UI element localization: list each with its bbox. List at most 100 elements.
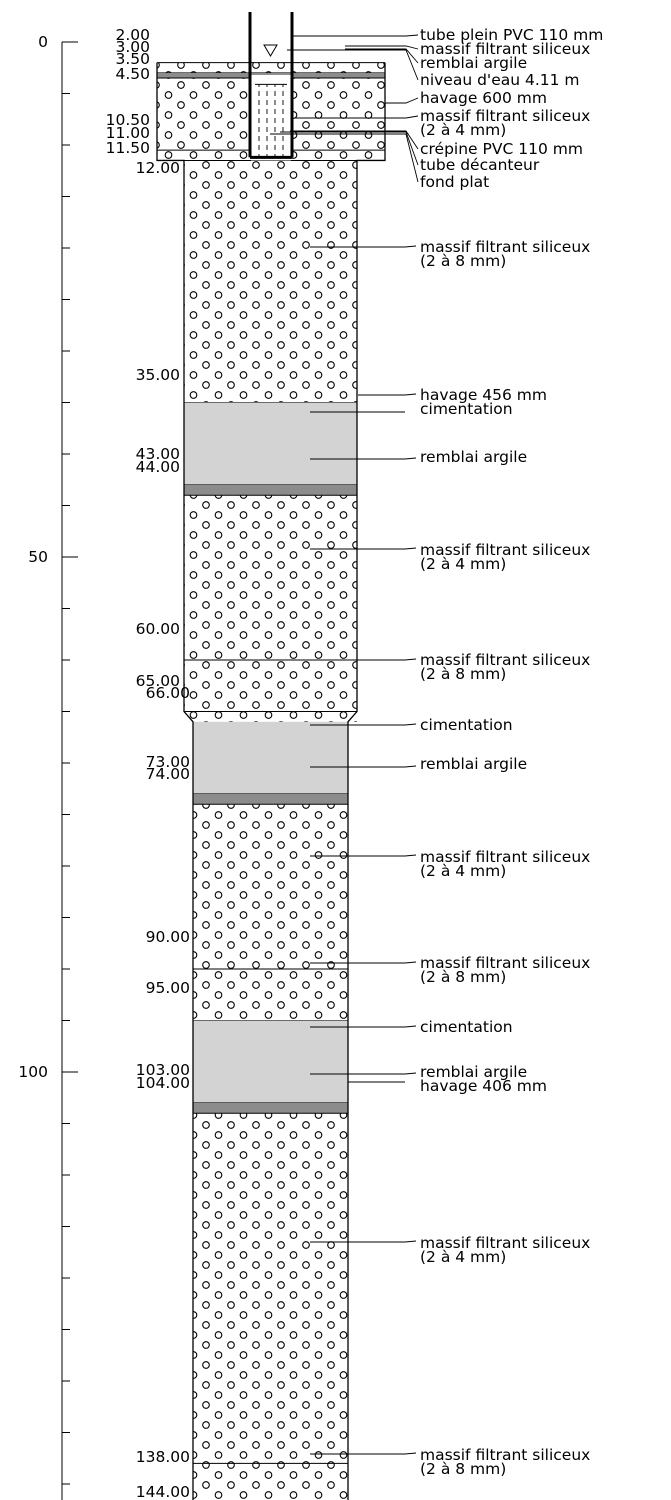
leader-line (310, 658, 417, 661)
annotation-label: cimentation (420, 1018, 513, 1036)
leader-line (310, 854, 417, 857)
leader-line (310, 457, 417, 460)
leader-line (310, 723, 417, 726)
depth-label: 103.00 (136, 1061, 190, 1079)
annotation-label: havage 406 mm (420, 1077, 547, 1095)
layer-cement (193, 721, 348, 794)
annotation-label: havage 600 mm (420, 89, 547, 107)
annotation-label: remblai argile (420, 448, 527, 466)
leader-line (358, 393, 417, 396)
layer-clay (193, 793, 348, 805)
axis-tick-label: 0 (38, 33, 48, 51)
annotation-label: (2 à 8 mm) (420, 665, 506, 683)
annotation-label: (2 à 8 mm) (420, 1460, 506, 1478)
annotation-label: tube décanteur (420, 156, 540, 174)
depth-label: 35.00 (136, 366, 180, 384)
layer-clay (193, 1102, 348, 1114)
leader-line (295, 115, 419, 119)
depth-label: 138.00 (136, 1448, 190, 1466)
water-level-symbol (263, 44, 278, 57)
hole-wall (156, 62, 386, 1500)
leader-line (290, 130, 419, 150)
leader-line (310, 245, 417, 248)
depth-label: 11.00 (106, 124, 150, 142)
leader-line (310, 765, 417, 768)
annotation-label: (2 à 4 mm) (420, 1248, 506, 1266)
annotation-label: (2 à 4 mm) (420, 862, 506, 880)
annotation-label: massif filtrant siliceux (420, 651, 590, 669)
leader-line (270, 133, 419, 183)
layer-gravel (193, 1463, 348, 1500)
depth-label: 4.50 (115, 65, 150, 83)
annotation-label: tube plein PVC 110 mm (420, 26, 603, 44)
layer-gravel (184, 660, 357, 712)
annotation-label: remblai argile (420, 54, 527, 72)
layer-gravel (193, 1113, 348, 1464)
depth-label: 12.00 (136, 159, 180, 177)
annotation-label: niveau d'eau 4.11 m (420, 71, 580, 89)
leader-line (385, 97, 419, 104)
annotation-label: crépine PVC 110 mm (420, 140, 583, 158)
layer-cement (193, 1020, 348, 1103)
annotation-label: cimentation (420, 716, 513, 734)
axis-tick-label: 50 (28, 548, 48, 566)
annotation-label: massif filtrant siliceux (420, 1446, 590, 1464)
depth-label: 43.00 (136, 445, 180, 463)
depth-label: 3.50 (115, 50, 150, 68)
leader-line (310, 547, 417, 550)
layer-gravel (193, 969, 348, 1021)
borehole-outline (156, 62, 386, 1500)
annotation-label: massif filtrant siliceux (420, 238, 590, 256)
leader-line (345, 48, 419, 64)
depth-label: 144.00 (136, 1483, 190, 1500)
annotation-label: massif filtrant siliceux (420, 541, 590, 559)
depth-label: 104.00 (136, 1074, 190, 1092)
leader-line (310, 1452, 417, 1455)
leader-line (280, 131, 419, 166)
borehole-layers (157, 62, 385, 1500)
annotation-label: massif filtrant siliceux (420, 107, 590, 125)
annotation-label: massif filtrant siliceux (420, 40, 590, 58)
annotation-label: remblai argile (420, 1063, 527, 1081)
layer-gravel (184, 495, 357, 660)
layer-cement (184, 402, 357, 485)
annotation-label: (2 à 4 mm) (420, 121, 506, 139)
depth-label: 3.00 (115, 38, 150, 56)
depth-label: 74.00 (146, 765, 190, 783)
annotation-label: remblai argile (420, 755, 527, 773)
layer-gravel (184, 160, 357, 403)
annotation-label: massif filtrant siliceux (420, 848, 590, 866)
leader-line (310, 1240, 417, 1243)
depth-label: 10.50 (106, 111, 150, 129)
layer-gravel (157, 62, 385, 73)
layer-gravel (193, 804, 348, 969)
annotation-label: fond plat (420, 173, 489, 191)
annotation-label: (2 à 8 mm) (420, 968, 506, 986)
depth-label: 2.00 (115, 26, 150, 44)
depth-axis: 0 50 100 (18, 33, 78, 1500)
annotation-label: massif filtrant siliceux (420, 1234, 590, 1252)
leader-line (345, 45, 419, 50)
leader-line (310, 961, 417, 964)
pvc-casing (248, 12, 294, 161)
leader-line (292, 34, 419, 37)
annotation-label: (2 à 8 mm) (420, 252, 506, 270)
leader-line (287, 49, 419, 81)
depth-label: 65.00 (136, 672, 180, 690)
depth-label: 60.00 (136, 620, 180, 638)
leader-line (310, 1025, 417, 1028)
annotation-label: havage 456 mm (420, 386, 547, 404)
layer-clay (184, 484, 357, 496)
axis-tick-label: 100 (18, 1063, 48, 1081)
water-column (255, 84, 287, 158)
annotation-label: (2 à 4 mm) (420, 555, 506, 573)
depth-label: 66.00 (146, 684, 190, 702)
leader-line (310, 1072, 417, 1075)
annotation-label: cimentation (420, 400, 513, 418)
layer-gravel (184, 711, 357, 722)
depth-label: 95.00 (146, 979, 190, 997)
annotation-label: massif filtrant siliceux (420, 954, 590, 972)
